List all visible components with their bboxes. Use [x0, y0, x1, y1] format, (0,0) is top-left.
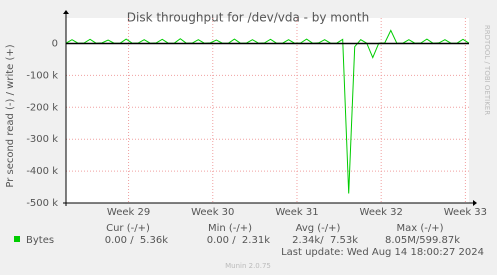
- x-tick-label: Week 30: [191, 207, 234, 218]
- axis-arrow: [63, 10, 69, 14]
- legend-header: Min (-/+): [208, 223, 252, 234]
- axis-arrow: [473, 200, 477, 206]
- legend-value: 0.00 / 2.31k: [207, 235, 270, 246]
- x-tick-label: Week 31: [275, 207, 318, 218]
- footer: Munin 2.0.75: [225, 262, 271, 270]
- legend-swatch: [14, 236, 20, 242]
- y-tick-label: -400 k: [26, 166, 58, 177]
- x-tick-label: Week 32: [360, 207, 403, 218]
- legend-header: Cur (-/+): [106, 223, 150, 234]
- legend-value: 0.00 / 5.36k: [105, 235, 168, 246]
- y-axis-label: Pr second read (-) / write (+): [5, 44, 16, 187]
- legend-value: 8.05M/599.87k: [385, 235, 460, 246]
- legend-header: Max (-/+): [396, 223, 443, 234]
- y-tick-label: 0: [52, 39, 58, 50]
- plot-area: [66, 18, 469, 203]
- y-tick-label: -500 k: [26, 198, 58, 209]
- legend-label: Bytes: [26, 235, 54, 246]
- y-tick-label: -200 k: [26, 102, 58, 113]
- x-tick-label: Week 29: [107, 207, 150, 218]
- x-tick-label: Week 33: [444, 207, 487, 218]
- y-tick-label: -100 k: [26, 70, 58, 81]
- last-update: Last update: Wed Aug 14 18:00:27 2024: [281, 247, 484, 258]
- side-label: RRDTOOL / TOBI OETIKER: [483, 25, 491, 115]
- y-tick-label: -300 k: [26, 134, 58, 145]
- chart-title: Disk throughput for /dev/vda - by month: [127, 11, 370, 25]
- legend-value: 2.34k/ 7.53k: [292, 235, 358, 246]
- legend-header: Avg (-/+): [296, 223, 341, 234]
